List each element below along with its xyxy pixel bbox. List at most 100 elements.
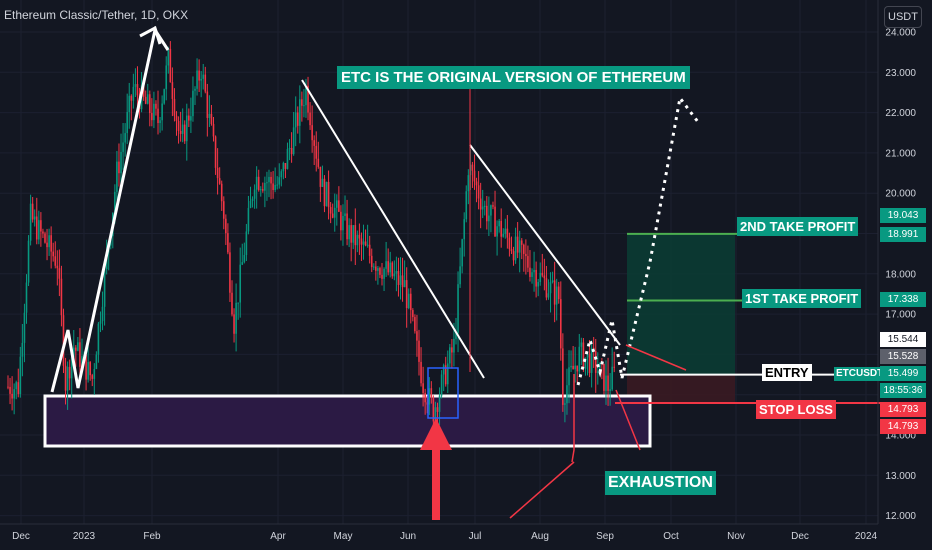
- candle-body: [399, 275, 402, 285]
- candle-body: [564, 403, 566, 405]
- candle-body: [409, 293, 412, 311]
- candle-body: [268, 176, 270, 183]
- candle-body: [420, 361, 422, 384]
- candle-body: [356, 234, 359, 246]
- ticker-tag: ETCUSDT: [834, 367, 886, 381]
- candle-body: [44, 233, 46, 243]
- candle-body: [582, 342, 585, 369]
- candle-body: [276, 184, 279, 186]
- candle-body: [553, 280, 556, 305]
- candle-body: [253, 189, 256, 199]
- candle-body: [605, 375, 607, 391]
- candle-body: [516, 236, 519, 253]
- candle-body: [233, 314, 235, 334]
- candle-body: [280, 171, 283, 178]
- candle-body: [262, 189, 264, 191]
- candle-body: [29, 203, 32, 241]
- candle-body: [533, 269, 535, 273]
- candle-body: [243, 254, 246, 263]
- candle-body: [42, 231, 44, 234]
- candle-body: [270, 176, 272, 184]
- candle-body: [348, 225, 350, 240]
- candle-body: [292, 127, 295, 155]
- candle-body: [64, 365, 67, 391]
- candle-body: [529, 267, 531, 277]
- candle-body: [114, 191, 116, 213]
- candle-body: [274, 184, 276, 191]
- candle-body: [235, 302, 237, 334]
- candle-body: [559, 299, 562, 349]
- candle-body: [165, 65, 168, 90]
- candle-body: [81, 356, 83, 367]
- candle-body: [142, 85, 145, 97]
- candle-body: [479, 198, 482, 210]
- exhaustion-pointer-2: [625, 344, 687, 371]
- candle-body: [259, 189, 262, 191]
- candle-body: [609, 389, 611, 391]
- candle-body: [568, 367, 570, 386]
- candle-body: [422, 383, 424, 393]
- candle-body: [385, 261, 387, 269]
- candle-body: [237, 302, 239, 304]
- candle-body: [483, 205, 486, 207]
- candle-body: [46, 242, 48, 248]
- candle-body: [167, 48, 170, 66]
- candle-body: [510, 249, 513, 252]
- candle-body: [136, 84, 139, 96]
- x-tick-label: Apr: [270, 531, 286, 542]
- candle-body: [325, 181, 328, 207]
- candle-body: [132, 86, 135, 101]
- candle-body: [52, 251, 55, 257]
- candle-body: [440, 374, 443, 396]
- candle-body: [50, 235, 52, 252]
- currency-button[interactable]: USDT: [884, 6, 922, 28]
- candle-body: [416, 331, 418, 341]
- candle-body: [364, 241, 367, 246]
- candle-body: [465, 191, 468, 220]
- candle-body: [321, 178, 324, 187]
- candle-body: [72, 347, 75, 358]
- candle-body: [391, 262, 394, 277]
- candle-body: [389, 262, 392, 273]
- impulse-arrow: [50, 26, 170, 393]
- candle-body: [327, 181, 330, 208]
- candle-body: [35, 216, 38, 240]
- candle-body: [101, 306, 104, 322]
- exhaustion-pointer-1: [509, 461, 575, 519]
- impulse-arrowhead: [139, 25, 162, 45]
- candle-body: [317, 158, 320, 167]
- candle-body: [103, 269, 106, 307]
- candle-body: [249, 200, 252, 208]
- candle-body: [163, 89, 165, 104]
- candle-body: [346, 213, 348, 240]
- candle-body: [607, 375, 609, 391]
- candle-body: [486, 205, 488, 222]
- exhaustion-label: EXHAUSTION: [605, 471, 716, 495]
- candle-body: [586, 353, 589, 358]
- candle-body: [555, 286, 558, 305]
- candle-body: [455, 332, 457, 339]
- candle-body: [296, 112, 299, 126]
- candle-body: [375, 266, 377, 271]
- y-tick-label: 12.000: [885, 511, 916, 522]
- candle-body: [87, 362, 89, 380]
- candle-body: [613, 366, 616, 368]
- candle-body: [459, 266, 461, 285]
- candle-body: [179, 130, 182, 134]
- headline-annotation: ETC IS THE ORIGINAL VERSION OF ETHEREUM: [337, 66, 690, 89]
- candle-body: [350, 225, 352, 243]
- candle-body: [461, 239, 463, 267]
- candle-body: [393, 273, 396, 277]
- candle-body: [428, 388, 431, 405]
- candle-body: [584, 357, 587, 369]
- candle-body: [185, 115, 188, 142]
- candle-body: [432, 397, 435, 422]
- candle-body: [183, 124, 186, 142]
- candle-body: [599, 362, 601, 372]
- take-profit-1-label: 1ST TAKE PROFIT: [742, 289, 862, 308]
- candle-body: [116, 161, 118, 192]
- candle-body: [120, 151, 122, 174]
- candle-body: [594, 350, 597, 373]
- x-tick-label: May: [334, 531, 353, 542]
